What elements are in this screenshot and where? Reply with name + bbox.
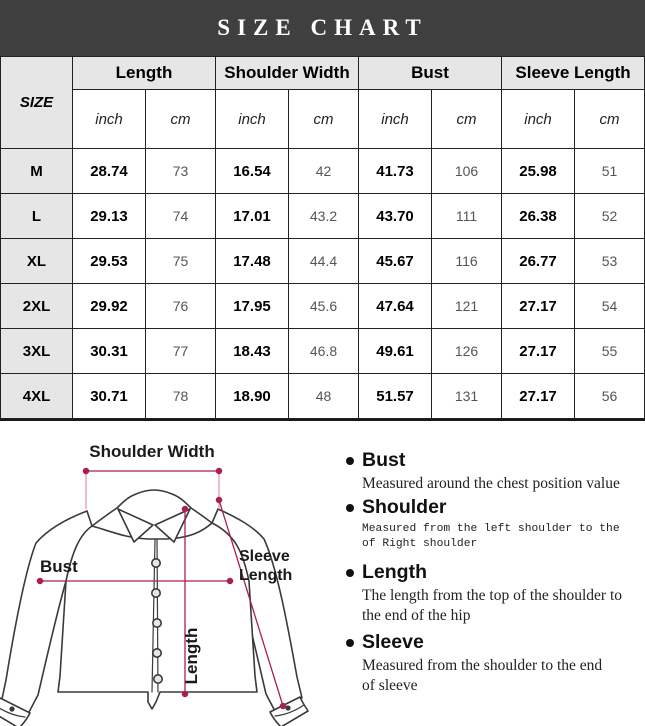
- svg-text:Bust: Bust: [40, 557, 78, 576]
- svg-text:Sleeve: Sleeve: [239, 548, 290, 565]
- svg-text:Length: Length: [182, 628, 201, 685]
- svg-text:Length: Length: [239, 567, 292, 584]
- svg-text:Shoulder Width: Shoulder Width: [89, 442, 214, 461]
